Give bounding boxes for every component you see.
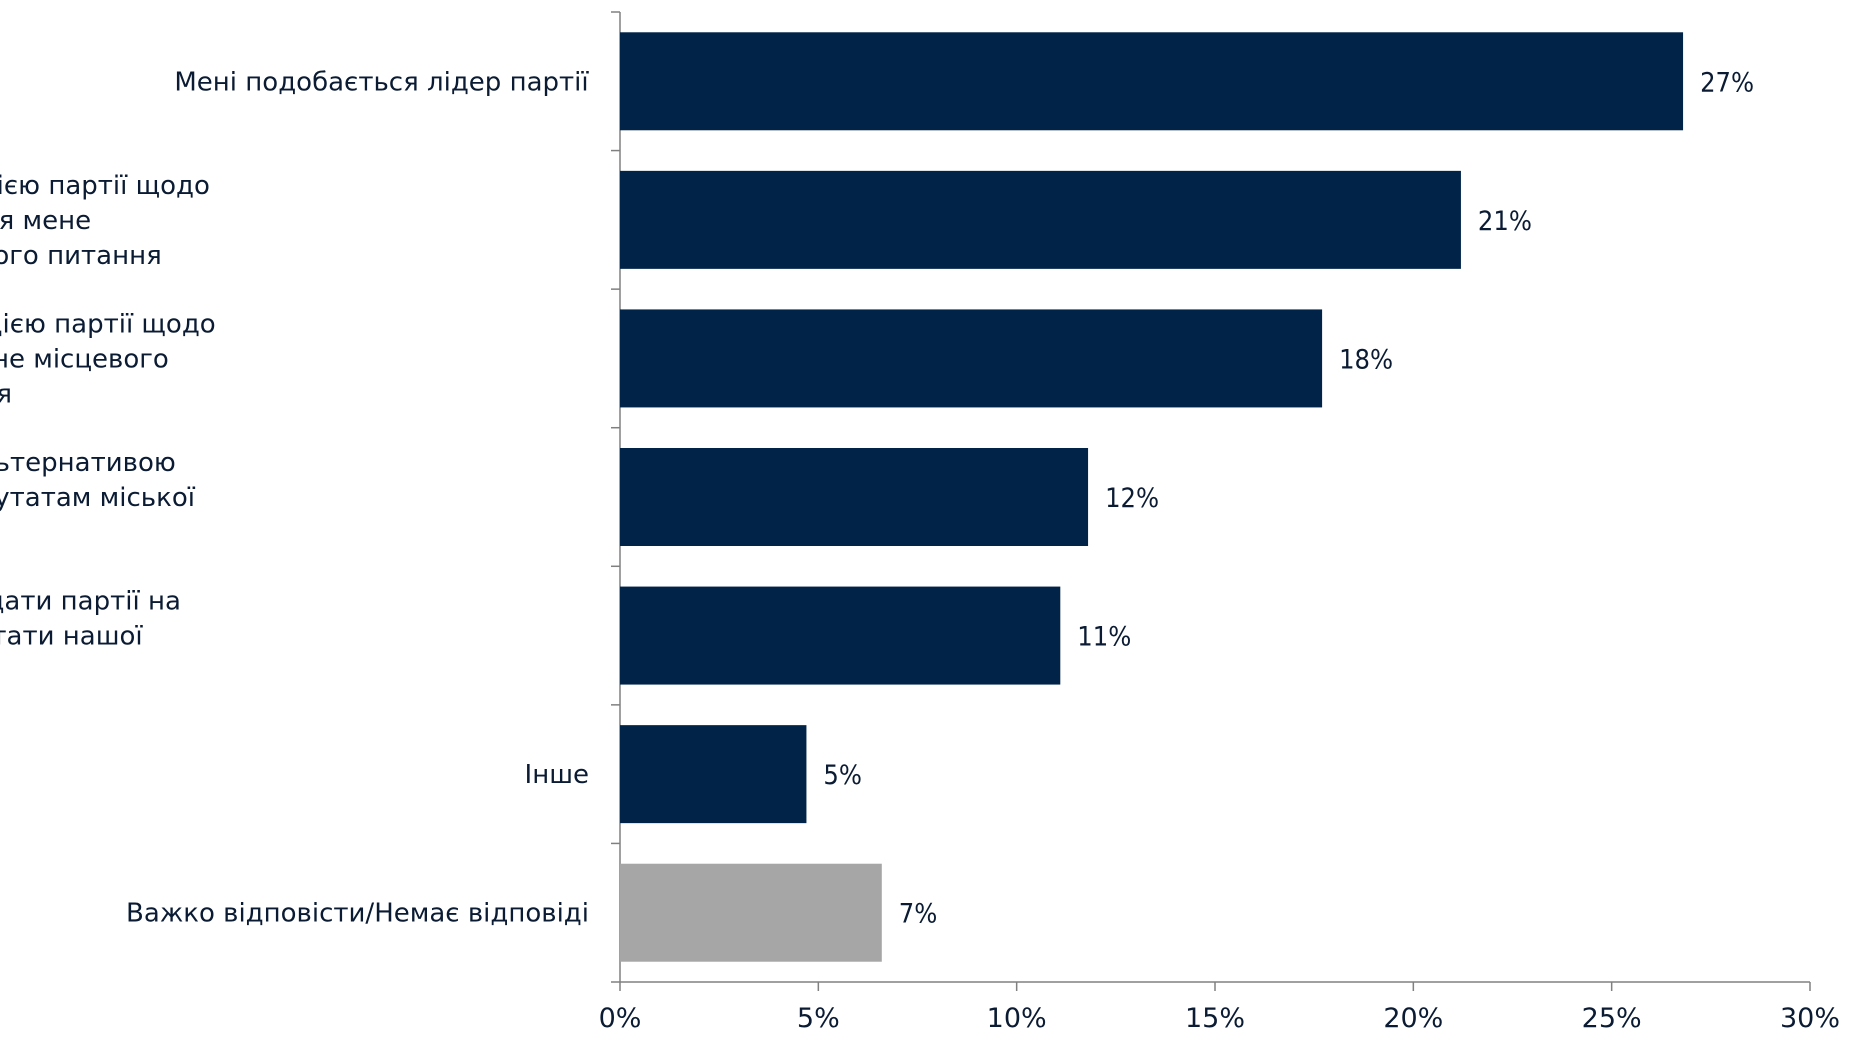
category-label: Партія є найкращою альтернативою нинішньо…: [0, 448, 196, 548]
category-label: Інше: [525, 760, 589, 790]
bar: [620, 586, 1061, 685]
category-label-line: Важко відповісти/Немає відповіді: [126, 899, 589, 929]
data-label: 7%: [899, 899, 938, 930]
category-label-line: важливого для мене: [0, 206, 91, 236]
x-tick-label: 0%: [599, 1003, 642, 1034]
data-label: 27%: [1700, 67, 1754, 98]
category-label-line: питання: [0, 379, 12, 409]
category-label: Я погоджуюсь з позицією партії щодо важли…: [0, 309, 216, 409]
data-label: 5%: [823, 760, 862, 791]
category-label-line: важливого для мене місцевого: [0, 344, 169, 374]
category-label-line: посаду мера та у депутати нашої: [0, 622, 143, 652]
category-label: Я погоджуюсь з позицією партії щодо важли…: [0, 171, 210, 271]
category-label: Мені подобається лідер партії: [174, 67, 589, 97]
bar: [620, 448, 1089, 546]
category-label-line: Я погоджуюсь з позицією партії щодо: [0, 309, 216, 339]
bar: [620, 725, 807, 824]
bar: [620, 170, 1461, 269]
category-label-line: Мені подобаються кандидати партії на: [0, 587, 181, 617]
category-label-line: нинішньому меру чи депутатам міської: [0, 483, 196, 513]
category-label-line: Інше: [525, 760, 589, 790]
category-label: Важко відповісти/Немає відповіді: [126, 899, 589, 929]
data-label: 21%: [1478, 206, 1532, 237]
x-tick-label: 30%: [1780, 1003, 1840, 1034]
x-tick-label: 20%: [1383, 1003, 1443, 1034]
bar: [620, 309, 1323, 408]
category-label-line: Я погоджуюсь з позицією партії щодо: [0, 171, 210, 201]
data-label: 11%: [1077, 622, 1131, 653]
bar: [620, 32, 1684, 131]
bar: [620, 863, 882, 962]
category-label-line: загальноукраїнського питання: [0, 241, 162, 271]
data-label: 18%: [1339, 344, 1393, 375]
category-label: Мені подобаються кандидати партії на поса…: [0, 587, 181, 687]
x-tick-label: 15%: [1185, 1003, 1245, 1034]
x-tick-label: 10%: [987, 1003, 1047, 1034]
data-label: 12%: [1105, 483, 1159, 514]
category-label-line: Мені подобається лідер партії: [174, 67, 589, 97]
category-label-line: Партія є найкращою альтернативою: [0, 448, 176, 478]
x-tick-label: 25%: [1582, 1003, 1642, 1034]
x-tick-label: 5%: [797, 1003, 840, 1034]
